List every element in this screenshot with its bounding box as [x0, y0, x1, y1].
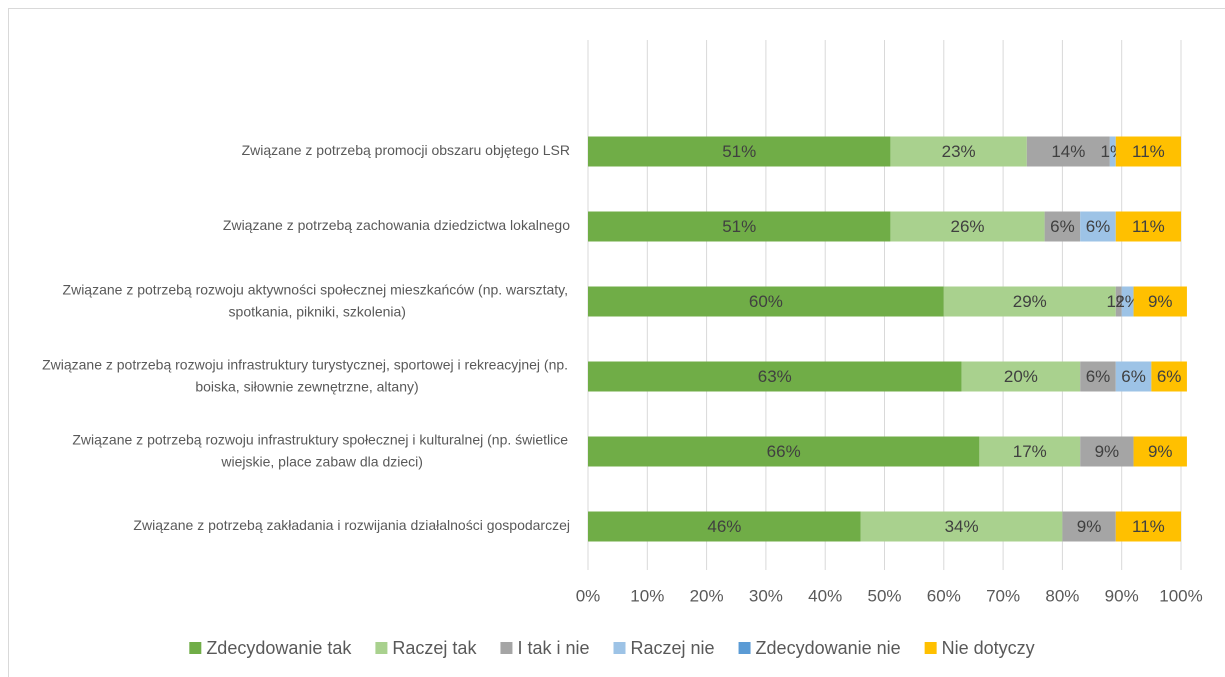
- data-label: 6%: [1086, 217, 1111, 236]
- data-label: 11%: [1132, 142, 1165, 161]
- bar-segment: [1115, 136, 1181, 167]
- legend-label: Zdecydowanie nie: [756, 638, 901, 658]
- data-label: 9%: [1148, 292, 1173, 311]
- data-label: 34%: [945, 517, 979, 536]
- data-label: 9%: [1148, 442, 1173, 461]
- x-tick-label: 10%: [630, 586, 664, 605]
- legend-swatch: [500, 642, 513, 654]
- bar-segment: [890, 211, 1045, 242]
- category-label: Związane z potrzebą rozwoju infrastruktu…: [72, 431, 572, 469]
- x-tick-label: 100%: [1159, 586, 1202, 605]
- data-label: 23%: [942, 142, 976, 161]
- bar-segment: [1133, 436, 1187, 467]
- data-label: 66%: [767, 442, 801, 461]
- legend-item: Zdecydowanie tak: [189, 638, 352, 658]
- x-tick-label: 90%: [1105, 586, 1139, 605]
- bar-segment: [588, 361, 962, 392]
- data-label: 51%: [722, 142, 756, 161]
- x-tick-label: 70%: [986, 586, 1020, 605]
- legend-item: Zdecydowanie nie: [738, 638, 901, 658]
- bar-segment: [1080, 361, 1116, 392]
- bar-segment: [588, 286, 944, 317]
- x-tick-label: 30%: [749, 586, 783, 605]
- data-label: 9%: [1077, 517, 1102, 536]
- bar-segment: [1151, 361, 1187, 392]
- category-label: Związane z potrzebą zachowania dziedzict…: [223, 217, 570, 233]
- category-label: Związane z potrzebą rozwoju aktywności s…: [63, 281, 572, 319]
- legend-item: Raczej nie: [613, 638, 715, 658]
- data-label: 17%: [1013, 442, 1047, 461]
- legend-item: Raczej tak: [375, 638, 477, 658]
- data-label: 6%: [1050, 217, 1075, 236]
- bar-segment: [588, 211, 891, 242]
- bar-segment: [943, 286, 1116, 317]
- data-label: 11%: [1132, 217, 1165, 236]
- bar-segment: [1115, 286, 1122, 317]
- bar-segment: [979, 436, 1081, 467]
- bar-segment: [890, 136, 1027, 167]
- data-label: 29%: [1013, 292, 1047, 311]
- bar-segment: [1062, 511, 1116, 542]
- x-tick-label: 80%: [1045, 586, 1079, 605]
- legend-swatch: [738, 642, 751, 654]
- data-label: 46%: [707, 517, 741, 536]
- data-label: 6%: [1086, 367, 1111, 386]
- bar-segment: [1133, 286, 1187, 317]
- bar-segment: [1080, 211, 1116, 242]
- legend-label: Raczej tak: [392, 638, 477, 658]
- data-label: 6%: [1157, 367, 1182, 386]
- bar-segment: [588, 136, 891, 167]
- x-tick-label: 20%: [690, 586, 724, 605]
- legend-label: Zdecydowanie tak: [206, 638, 352, 658]
- data-label: 60%: [749, 292, 783, 311]
- bar-segment: [1109, 136, 1116, 167]
- legend-label: I tak i nie: [517, 638, 589, 658]
- bar-segment: [1044, 211, 1081, 242]
- legend-label: Raczej nie: [631, 638, 715, 658]
- bar-segment: [961, 361, 1081, 392]
- chart-border: [8, 8, 1225, 677]
- data-label: 63%: [758, 367, 792, 386]
- data-label: 11%: [1132, 517, 1165, 536]
- bar-segment: [1080, 436, 1134, 467]
- legend-swatch: [613, 642, 626, 654]
- x-tick-label: 40%: [808, 586, 842, 605]
- data-label: 14%: [1051, 142, 1085, 161]
- bar-segment: [1115, 511, 1181, 542]
- x-tick-label: 0%: [576, 586, 601, 605]
- legend-swatch: [924, 642, 937, 654]
- legend-swatch: [189, 642, 202, 654]
- legend-item: I tak i nie: [500, 638, 590, 658]
- category-label: Związane z potrzebą rozwoju infrastruktu…: [42, 356, 572, 394]
- data-label: 26%: [951, 217, 985, 236]
- data-label: 6%: [1121, 367, 1146, 386]
- bar-segment: [860, 511, 1063, 542]
- data-label: 20%: [1004, 367, 1038, 386]
- bar-segment: [588, 511, 861, 542]
- data-label: 9%: [1095, 442, 1120, 461]
- category-label: Związane z potrzebą promocji obszaru obj…: [242, 142, 570, 158]
- bar-segment: [1121, 286, 1134, 317]
- x-tick-label: 50%: [867, 586, 901, 605]
- bar-segment: [1115, 211, 1181, 242]
- legend-label: Nie dotyczy: [942, 638, 1035, 658]
- bar-segment: [588, 436, 980, 467]
- x-tick-label: 60%: [927, 586, 961, 605]
- legend-item: Nie dotyczy: [924, 638, 1035, 658]
- bar-segment: [1026, 136, 1110, 167]
- legend-swatch: [375, 642, 388, 654]
- bar-segment: [1115, 361, 1152, 392]
- category-label: Związane z potrzebą zakładania i rozwija…: [133, 517, 570, 533]
- data-label: 51%: [722, 217, 756, 236]
